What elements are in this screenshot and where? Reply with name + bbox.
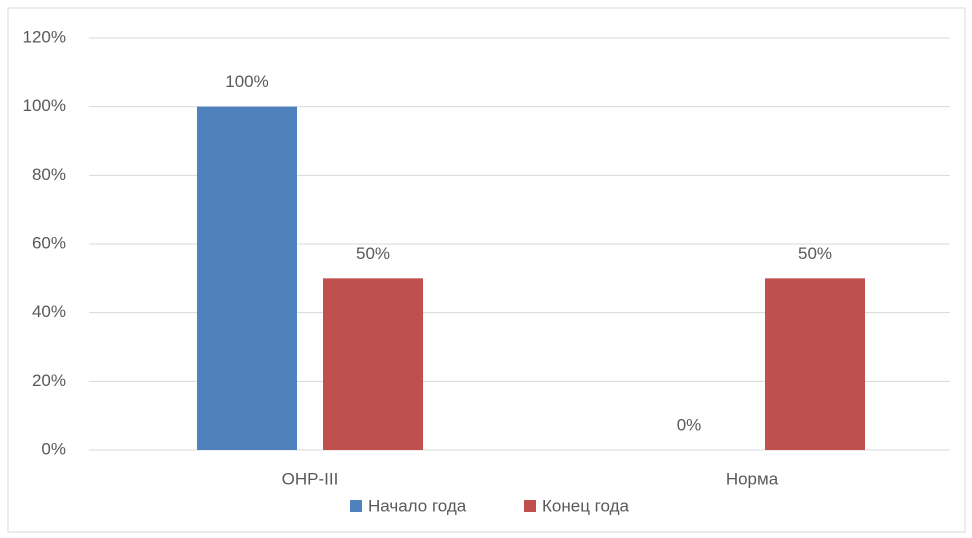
y-tick-label: 60% xyxy=(32,233,66,252)
data-label: 50% xyxy=(798,244,832,263)
legend-swatch xyxy=(524,500,536,512)
bar xyxy=(765,278,865,450)
y-tick-label: 100% xyxy=(23,96,66,115)
bar xyxy=(323,278,423,450)
legend-swatch xyxy=(350,500,362,512)
data-label: 100% xyxy=(225,72,268,91)
y-tick-label: 120% xyxy=(23,27,66,46)
x-tick-label: ОНР-III xyxy=(282,469,339,488)
data-label: 50% xyxy=(356,244,390,263)
y-tick-label: 20% xyxy=(32,371,66,390)
y-tick-label: 0% xyxy=(41,439,66,458)
x-tick-label: Норма xyxy=(726,469,779,488)
data-label: 0% xyxy=(677,415,702,434)
y-tick-label: 80% xyxy=(32,165,66,184)
legend-label: Конец года xyxy=(542,496,629,515)
y-tick-label: 40% xyxy=(32,302,66,321)
chart-frame xyxy=(7,7,966,533)
bar xyxy=(197,106,297,451)
legend-label: Начало года xyxy=(368,496,467,515)
